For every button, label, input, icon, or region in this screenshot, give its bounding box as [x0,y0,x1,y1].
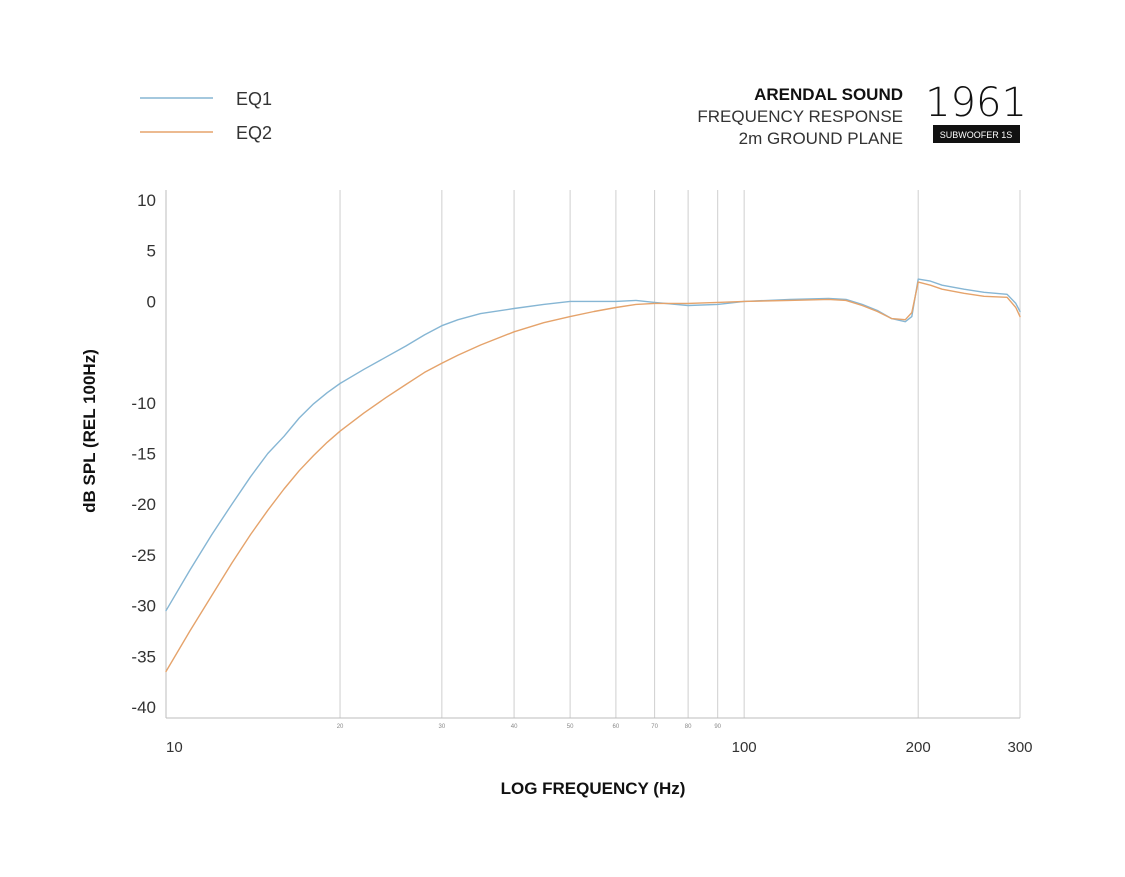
y-tick-label: 10 [137,191,156,210]
x-tick-label-major: 10 [166,739,183,756]
legend-item-eq1: EQ1 [140,89,272,109]
brand-subtitle-2: 2m GROUND PLANE [739,129,903,148]
x-tick-label-major: 300 [1007,739,1032,756]
y-tick-labels: 10 5 0 -10 -15 -20 -25 -30 -35 -40 [131,191,156,717]
x-tick-label-major: 100 [732,739,757,756]
brand-subtitle-1: FREQUENCY RESPONSE [697,107,903,126]
logo-badge [933,125,1020,143]
y-tick-label: -10 [131,394,156,413]
series-line-eq1 [165,278,1021,612]
x-tick-label-minor: 80 [685,724,692,730]
y-tick-label: -25 [131,546,156,565]
x-tick-label-minor: 50 [567,724,574,730]
series-line-eq2 [165,281,1021,673]
x-tick-label-minor: 30 [439,724,446,730]
gridlines [339,190,1021,718]
x-tick-label-minor: 40 [511,724,518,730]
x-axis-title: LOG FREQUENCY (Hz) [501,779,686,798]
x-tick-label-minor: 20 [337,724,344,730]
product-logo: 1961 SUBWOOFER 1S [925,80,1027,143]
brand-block: ARENDAL SOUND FREQUENCY RESPONSE 2m GROU… [697,85,903,148]
y-tick-label: 5 [147,242,156,261]
axes [165,190,1020,719]
y-tick-label: -15 [131,445,156,464]
y-tick-label: -40 [131,698,156,717]
y-tick-label: -20 [131,495,156,514]
x-tick-label-minor: 70 [651,724,658,730]
legend: EQ1 EQ2 [140,89,272,143]
y-tick-label: -35 [131,647,156,666]
logo-badge-text: SUBWOOFER 1S [940,130,1013,140]
legend-label-eq1: EQ1 [236,89,272,109]
legend-label-eq2: EQ2 [236,123,272,143]
legend-item-eq2: EQ2 [140,123,272,143]
x-tick-label-major: 200 [906,739,931,756]
x-tick-labels: 10 100 200 300 20 30 40 50 60 70 80 90 [166,724,1033,756]
series-lines [165,278,1021,673]
x-tick-label-minor: 90 [714,724,721,730]
y-tick-label: 0 [147,292,156,311]
brand-name: ARENDAL SOUND [754,85,903,104]
logo-year: 1961 [925,80,1027,126]
y-axis-title: dB SPL (REL 100Hz) [80,349,99,513]
y-tick-label: -30 [131,597,156,616]
x-tick-label-minor: 60 [613,724,620,730]
